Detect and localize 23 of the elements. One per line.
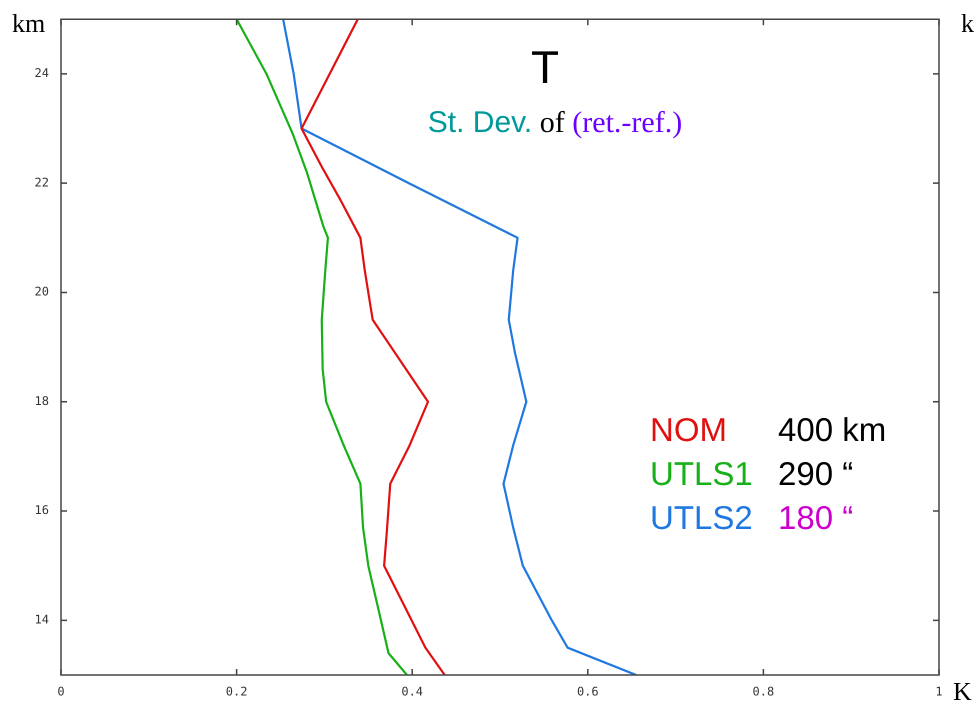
y-tick-label: 20: [34, 284, 49, 299]
annotation: 400 km: [778, 411, 886, 448]
text: UTLS1: [650, 454, 754, 494]
y-tick-label: 18: [34, 394, 49, 408]
y-axis-title: km: [12, 9, 46, 38]
annotation: 290 “: [778, 455, 854, 492]
text: T: [530, 40, 560, 94]
text: St. Dev. of (ret.-ref.): [428, 106, 682, 139]
y-tick-label: 24: [34, 66, 49, 80]
y-tick-label: 16: [34, 503, 49, 518]
x-axis-title: K: [953, 677, 972, 706]
x-tick-label: 0.8: [752, 684, 774, 698]
x-tick-label: 0.4: [401, 684, 424, 698]
y-tick-label: 14: [34, 612, 49, 626]
x-tick-label: 0.2: [226, 684, 248, 698]
text: NOM: [650, 410, 728, 450]
x-tick-label: 0: [57, 684, 65, 698]
y2-axis-title: k: [961, 9, 974, 38]
y-tick-label: 22: [34, 175, 49, 190]
x-tick-label: 0.6: [576, 684, 599, 698]
x-tick-label: 1: [935, 684, 943, 698]
text: UTLS2: [650, 498, 754, 538]
annotation: 180 “: [778, 499, 854, 536]
